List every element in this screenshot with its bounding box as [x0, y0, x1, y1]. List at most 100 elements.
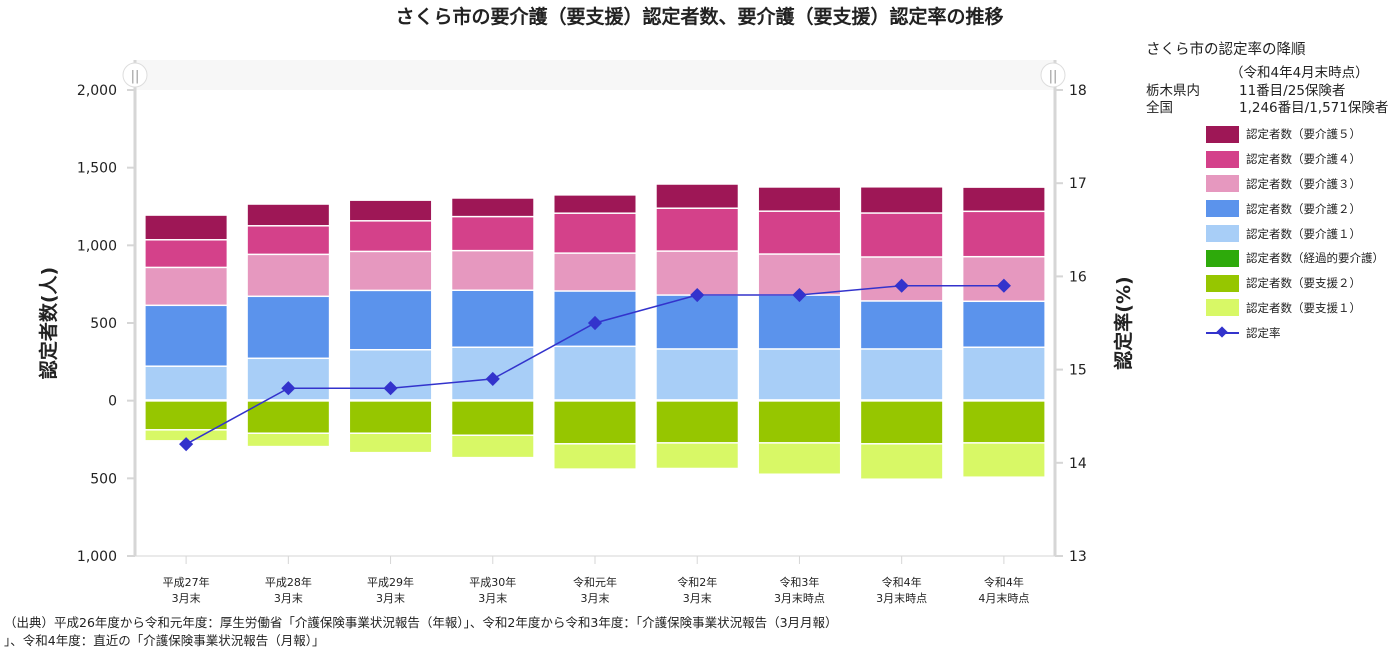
- rank-value-prefecture: 11番目/25保険者: [1239, 83, 1346, 99]
- bar-segment: [145, 240, 227, 267]
- rank-value-national: 1,246番目/1,571保険者: [1239, 100, 1389, 116]
- legend-label: 認定者数（要介護３）: [1246, 176, 1361, 191]
- legend-label: 認定者数（要支援２）: [1246, 276, 1361, 291]
- legend-swatch: [1206, 299, 1239, 317]
- legend-item[interactable]: 認定者数（要支援１）: [1206, 296, 1384, 321]
- x-axis-tick-label: 令和3年: [779, 575, 819, 589]
- bar-segment: [656, 208, 738, 251]
- legend-label: 認定者数（経過的要介護）: [1246, 251, 1384, 266]
- right-axis-title: 認定率(%): [1112, 276, 1135, 369]
- bar-segment: [247, 226, 329, 254]
- legend-label: 認定率: [1246, 325, 1281, 340]
- bar-segment: [452, 217, 534, 250]
- x-axis-tick-label: 3月末: [274, 591, 303, 605]
- bar-segment: [758, 349, 840, 400]
- x-axis-tick-label: 平成27年: [163, 575, 210, 589]
- legend-item[interactable]: 認定者数（要介護５）: [1206, 122, 1384, 147]
- bar-segment: [656, 401, 738, 443]
- rate-point: [792, 287, 807, 303]
- right-axis-tick-label: 15: [1069, 363, 1087, 379]
- bar-segment: [861, 301, 943, 349]
- bar-segment: [861, 349, 943, 400]
- bar-segment: [656, 251, 738, 295]
- bar-segment: [963, 212, 1045, 256]
- bar-segment: [758, 211, 840, 254]
- bar-segment: [963, 401, 1045, 443]
- x-axis-tick-label: 4月末時点: [978, 591, 1029, 605]
- bar-segment: [452, 401, 534, 435]
- bar-segment: [963, 443, 1045, 477]
- x-axis-tick-label: 平成29年: [367, 575, 414, 589]
- bar-segment: [452, 198, 534, 216]
- bar-segment: [963, 302, 1045, 347]
- right-scroll-handle[interactable]: [1040, 62, 1066, 88]
- bar-segment: [554, 401, 636, 444]
- legend-label: 認定者数（要介護１）: [1246, 226, 1361, 241]
- right-axis-tick-label: 14: [1069, 456, 1087, 472]
- bar-segment: [861, 444, 943, 479]
- bar-segment: [452, 251, 534, 290]
- legend: 認定者数（要介護５） 認定者数（要介護４） 認定者数（要介護３） 認定者数（要介護２）…: [1206, 122, 1384, 345]
- legend-item[interactable]: 認定者数（要介護２）: [1206, 196, 1384, 221]
- bar-segment: [452, 291, 534, 347]
- rate-point: [281, 381, 296, 396]
- x-axis-tick-label: 平成30年: [469, 575, 516, 589]
- x-axis-tick-label: 3月末: [376, 591, 405, 605]
- bar-segment: [145, 401, 227, 430]
- left-axis-tick-label: 500: [90, 316, 117, 332]
- left-axis-tick-label: 1,000: [77, 238, 117, 254]
- legend-swatch: [1206, 175, 1239, 193]
- legend-swatch: [1206, 274, 1239, 292]
- legend-label: 認定者数（要支援１）: [1246, 300, 1361, 315]
- legend-item[interactable]: 認定者数（経過的要介護）: [1206, 246, 1384, 271]
- bar-segment: [350, 433, 432, 452]
- bar-segment: [350, 291, 432, 349]
- legend-item[interactable]: 認定者数（要介護３）: [1206, 172, 1384, 197]
- legend-swatch: [1206, 150, 1239, 168]
- left-axis-tick-label: 1,000: [77, 549, 117, 565]
- bar-segment: [963, 187, 1045, 211]
- bar-segment: [554, 195, 636, 213]
- x-axis-tick-label: 3月末: [478, 591, 507, 605]
- grip-icon: ||: [131, 69, 140, 84]
- x-axis-tick-label: 3月末: [581, 591, 610, 605]
- rank-heading: さくら市の認定率の降順: [1146, 42, 1306, 58]
- footnote-line-2: 」、令和4年度：直近の「介護保険事業状況報告（月報）」: [4, 633, 325, 648]
- legend-item[interactable]: 認定者数（要介護１）: [1206, 221, 1384, 246]
- legend-label: 認定者数（要介護５）: [1246, 127, 1361, 142]
- right-axis-tick-label: 16: [1069, 269, 1087, 285]
- rate-point: [690, 287, 705, 303]
- bar-segment: [145, 430, 227, 441]
- grip-icon: ||: [1049, 69, 1058, 84]
- legend-swatch: [1206, 225, 1239, 243]
- bar-segment: [758, 187, 840, 211]
- bar-segment: [758, 295, 840, 349]
- left-axis-tick-label: 500: [90, 471, 117, 487]
- bar-segment: [145, 306, 227, 366]
- left-scroll-handle[interactable]: [122, 62, 148, 88]
- bar-segment: [554, 213, 636, 253]
- rate-point: [996, 278, 1011, 293]
- legend-item[interactable]: 認定者数（要介護４）: [1206, 147, 1384, 172]
- bar-segment: [247, 297, 329, 358]
- legend-swatch: [1206, 249, 1239, 267]
- left-axis-tick-label: 2,000: [77, 83, 117, 99]
- bar-segment: [247, 433, 329, 446]
- bar-segment: [247, 401, 329, 433]
- rate-point: [383, 381, 398, 396]
- bar-segment: [656, 443, 738, 468]
- legend-item-rate[interactable]: 認定率: [1206, 320, 1384, 345]
- bar-segment: [758, 443, 840, 474]
- bar-segment: [145, 366, 227, 400]
- bar-segment: [452, 435, 534, 457]
- rank-label-national: 全国: [1146, 100, 1173, 116]
- bar-segment: [350, 221, 432, 251]
- right-axis-tick-label: 18: [1069, 83, 1087, 99]
- left-axis-tick-label: 1,500: [77, 161, 117, 177]
- legend-item[interactable]: 認定者数（要支援２）: [1206, 271, 1384, 296]
- x-axis-tick-label: 令和4年: [882, 575, 922, 589]
- legend-label: 認定者数（要介護２）: [1246, 201, 1361, 216]
- x-axis-tick-label: 3月末: [683, 591, 712, 605]
- rank-as-of: （令和4年4月末時点）: [1230, 65, 1369, 81]
